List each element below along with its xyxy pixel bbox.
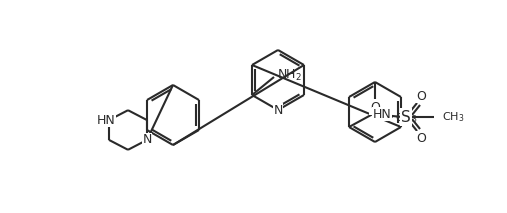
Text: N: N xyxy=(142,133,152,146)
Text: O: O xyxy=(370,101,380,114)
Text: S: S xyxy=(401,109,411,125)
Text: O: O xyxy=(416,131,426,144)
Text: N: N xyxy=(273,104,283,117)
Text: HN: HN xyxy=(373,108,392,121)
Text: NH$_2$: NH$_2$ xyxy=(277,68,302,83)
Text: O: O xyxy=(416,89,426,102)
Text: CH$_3$: CH$_3$ xyxy=(395,111,417,125)
Text: HN: HN xyxy=(96,114,115,127)
Text: CH$_3$: CH$_3$ xyxy=(442,110,464,124)
